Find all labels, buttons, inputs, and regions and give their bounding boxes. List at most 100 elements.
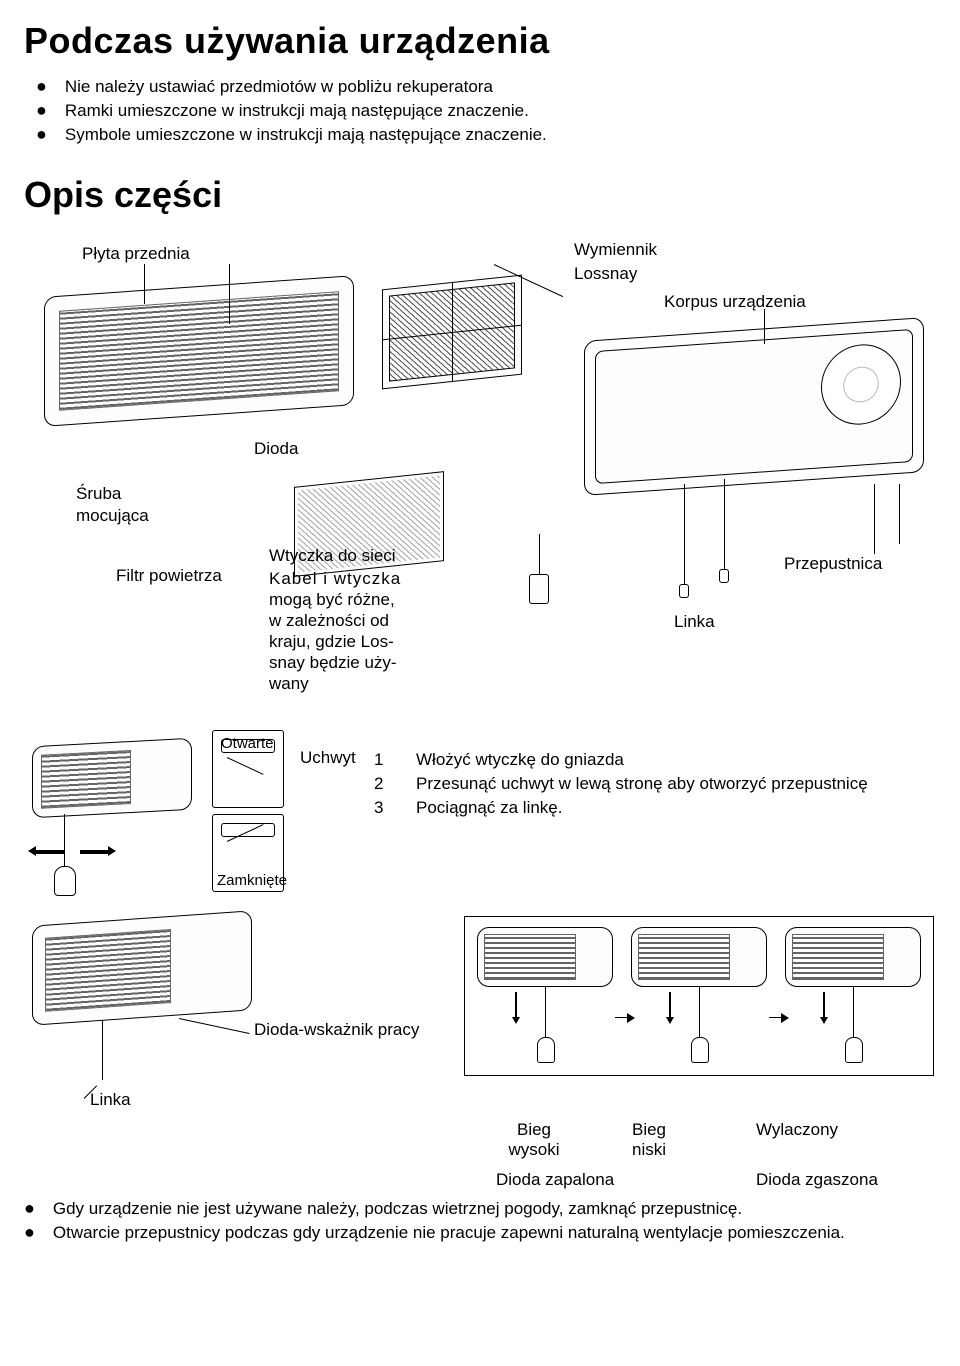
arrow-down-icon	[515, 992, 517, 1018]
step-text: Włożyć wtyczkę do gniazda	[416, 750, 624, 770]
text-line: wysoki	[494, 1140, 574, 1160]
cord-illustration	[539, 534, 540, 574]
section-title: Opis części	[24, 174, 936, 216]
plug-illustration	[529, 574, 549, 604]
cord-illustration	[64, 814, 65, 870]
label-bieg-wysoki: Bieg wysoki	[494, 1120, 574, 1160]
main-diagram: Płyta przednia Wymiennik Lossnay Korpus …	[24, 234, 936, 714]
step-text: Pociągnąć za linkę.	[416, 798, 562, 818]
list-item: ● Otwarcie przepustnicy podczas gdy urzą…	[24, 1222, 936, 1244]
label-filtr: Filtr powietrza	[116, 566, 222, 586]
list-item: ● Symbole umieszczone w instrukcji mają …	[36, 124, 936, 146]
label-dioda-zgaszona: Dioda zgaszona	[756, 1170, 878, 1190]
label-mocujaca: mocująca	[76, 506, 149, 526]
bottom-bullets: ● Gdy urządzenie nie jest używane należy…	[24, 1198, 936, 1246]
bullet-text: Ramki umieszczone w instrukcji mają nast…	[65, 100, 529, 122]
label-kabel-note: mogą być różne,	[269, 590, 395, 610]
plug-illustration	[679, 584, 689, 598]
label-przepustnica: Przepustnica	[784, 554, 882, 574]
label-uchwyt: Uchwyt	[300, 748, 356, 768]
label-wymiennik: Wymiennik	[574, 240, 657, 260]
bullet-icon: ●	[24, 1198, 35, 1218]
list-item: ● Ramki umieszczone w instrukcji mają na…	[36, 100, 936, 122]
cord-illustration	[684, 484, 685, 584]
device-body-illustration	[584, 317, 924, 496]
bullet-text: Symbole umieszczone w instrukcji mają na…	[65, 124, 547, 146]
text-line: Bieg	[494, 1120, 574, 1140]
hand-illustration	[845, 1037, 863, 1063]
label-zamkniete: Zamknięte	[217, 872, 287, 890]
leader-line	[764, 309, 765, 344]
indicator-diagram: Dioda-wskażnik pracy Linka	[24, 910, 936, 1120]
list-item: ● Gdy urządzenie nie jest używane należy…	[24, 1198, 936, 1220]
three-units-container	[464, 916, 934, 1076]
label-dioda-zapalona: Dioda zapalona	[496, 1170, 614, 1190]
label-bieg-niski: Bieg niski	[614, 1120, 684, 1160]
bullet-text: Otwarcie przepustnicy podczas gdy urządz…	[53, 1222, 845, 1244]
front-panel-illustration	[44, 275, 354, 427]
unit-illustration	[785, 927, 921, 987]
operation-diagram: Otwarte Zamknięte Uchwyt 1 Włożyć wtyczk…	[24, 720, 936, 910]
cord-illustration	[853, 987, 854, 1039]
steps-list: 1 Włożyć wtyczkę do gniazda 2 Przesunąć …	[374, 750, 868, 822]
label-linka: Linka	[674, 612, 715, 632]
bullet-icon: ●	[36, 76, 47, 96]
unit-illustration	[631, 927, 767, 987]
cord-illustration	[545, 987, 546, 1039]
arrow-right-icon	[769, 1017, 783, 1018]
hand-illustration	[54, 866, 76, 896]
leader-line	[144, 264, 145, 304]
label-dioda-wskaznik: Dioda-wskażnik pracy	[254, 1020, 419, 1040]
page-title: Podczas używania urządzenia	[24, 20, 936, 62]
label-lossnay: Lossnay	[574, 264, 637, 284]
label-wtyczka: Wtyczka do sieci	[269, 546, 396, 566]
leader-line	[179, 1018, 250, 1034]
cord-illustration	[102, 1020, 103, 1080]
label-korpus: Korpus urządzenia	[664, 292, 806, 312]
bullet-icon: ●	[36, 124, 47, 144]
arrow-icon	[34, 850, 64, 854]
text-line: Bieg	[614, 1120, 684, 1140]
plug-illustration	[719, 569, 729, 583]
unit-illustration	[477, 927, 613, 987]
step-number: 3	[374, 798, 416, 818]
label-kabel-note: w zależności od	[269, 611, 389, 631]
leader-line	[229, 264, 230, 324]
label-sruba: Śruba	[76, 484, 121, 504]
leader-line	[874, 484, 875, 554]
heat-exchanger-illustration	[382, 275, 522, 390]
bullet-icon: ●	[24, 1222, 35, 1242]
list-item: 2 Przesunąć uchwyt w lewą stronę aby otw…	[374, 774, 868, 794]
label-kabel-note: kraju, gdzie Los-	[269, 632, 394, 652]
label-plyta-przednia: Płyta przednia	[82, 244, 190, 264]
hand-illustration	[537, 1037, 555, 1063]
list-item: ● Nie należy ustawiać przedmiotów w pobl…	[36, 76, 936, 98]
label-kabel-note: snay będzie uży-	[269, 653, 397, 673]
step-text: Przesunąć uchwyt w lewą stronę aby otwor…	[416, 774, 868, 794]
bullet-text: Nie należy ustawiać przedmiotów w pobliż…	[65, 76, 493, 98]
step-number: 1	[374, 750, 416, 770]
arrow-down-icon	[823, 992, 825, 1018]
label-otwarte: Otwarte	[221, 735, 274, 753]
cord-illustration	[699, 987, 700, 1039]
cord-illustration	[724, 479, 725, 569]
label-kabel-note: Kabel i wtyczka	[269, 569, 401, 589]
list-item: 3 Pociągnąć za linkę.	[374, 798, 868, 818]
text-line: niski	[614, 1140, 684, 1160]
label-dioda: Dioda	[254, 439, 298, 459]
step-number: 2	[374, 774, 416, 794]
arrow-icon	[80, 850, 110, 854]
unit-illustration	[32, 738, 192, 818]
label-wylaczony: Wylaczony	[756, 1120, 876, 1140]
arrow-down-icon	[669, 992, 671, 1018]
leader-line	[899, 484, 900, 544]
arrow-right-icon	[615, 1017, 629, 1018]
unit-illustration	[32, 910, 252, 1025]
bottom-labels: Bieg wysoki Bieg niski Wylaczony Dioda z…	[24, 1120, 936, 1270]
label-kabel-note: wany	[269, 674, 309, 694]
label-linka: Linka	[90, 1090, 131, 1110]
intro-bullets: ● Nie należy ustawiać przedmiotów w pobl…	[36, 76, 936, 146]
bullet-icon: ●	[36, 100, 47, 120]
list-item: 1 Włożyć wtyczkę do gniazda	[374, 750, 868, 770]
hand-illustration	[691, 1037, 709, 1063]
